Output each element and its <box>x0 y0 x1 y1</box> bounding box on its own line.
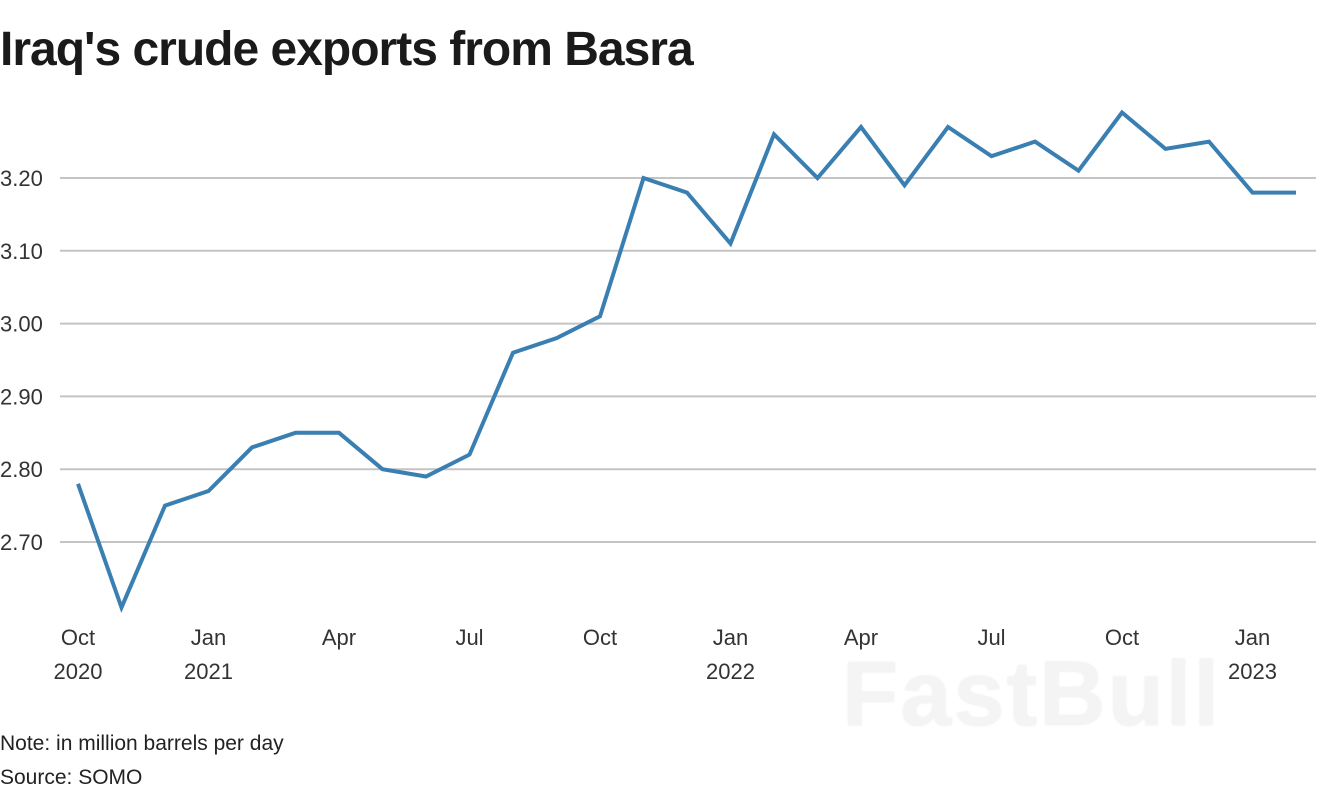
x-tick-label: Jan <box>713 625 748 650</box>
chart-title: Iraq's crude exports from Basra <box>0 23 694 76</box>
x-tick-label: Apr <box>322 625 356 650</box>
x-tick-label: Jul <box>455 625 483 650</box>
x-axis-ticks: Oct 2020 Jan 2021 Apr Jul Oct Jan 2022 Apr Jul Oct J… <box>54 625 1277 684</box>
y-tick-label: 3.00 <box>0 312 43 337</box>
x-tick-label: Jan <box>191 625 226 650</box>
y-tick-label: 2.80 <box>0 457 43 482</box>
watermark: FastBull <box>842 643 1221 745</box>
x-tick-label: 2022 <box>706 659 755 684</box>
exports-line-series <box>76 109 1296 614</box>
x-tick-label: 2020 <box>54 659 103 684</box>
y-tick-label: 2.70 <box>0 530 43 555</box>
x-tick-label: 2021 <box>184 659 233 684</box>
y-tick-label: 3.10 <box>0 239 43 264</box>
chart-note: Note: in million barrels per day <box>0 732 284 755</box>
x-tick-label: Jan <box>1235 625 1270 650</box>
x-tick-label: Oct <box>61 625 95 650</box>
y-axis-ticks: 2.70 2.80 2.90 3.00 3.10 3.20 <box>0 166 43 555</box>
x-tick-label: Oct <box>1105 625 1139 650</box>
x-tick-label: Apr <box>844 625 878 650</box>
chart-source: Source: SOMO <box>0 766 143 789</box>
y-tick-label: 2.90 <box>0 384 43 409</box>
gridlines <box>60 177 1316 543</box>
x-tick-label: 2023 <box>1228 659 1277 684</box>
x-tick-label: Oct <box>583 625 617 650</box>
x-tick-label: Jul <box>977 625 1005 650</box>
y-tick-label: 3.20 <box>0 166 43 191</box>
